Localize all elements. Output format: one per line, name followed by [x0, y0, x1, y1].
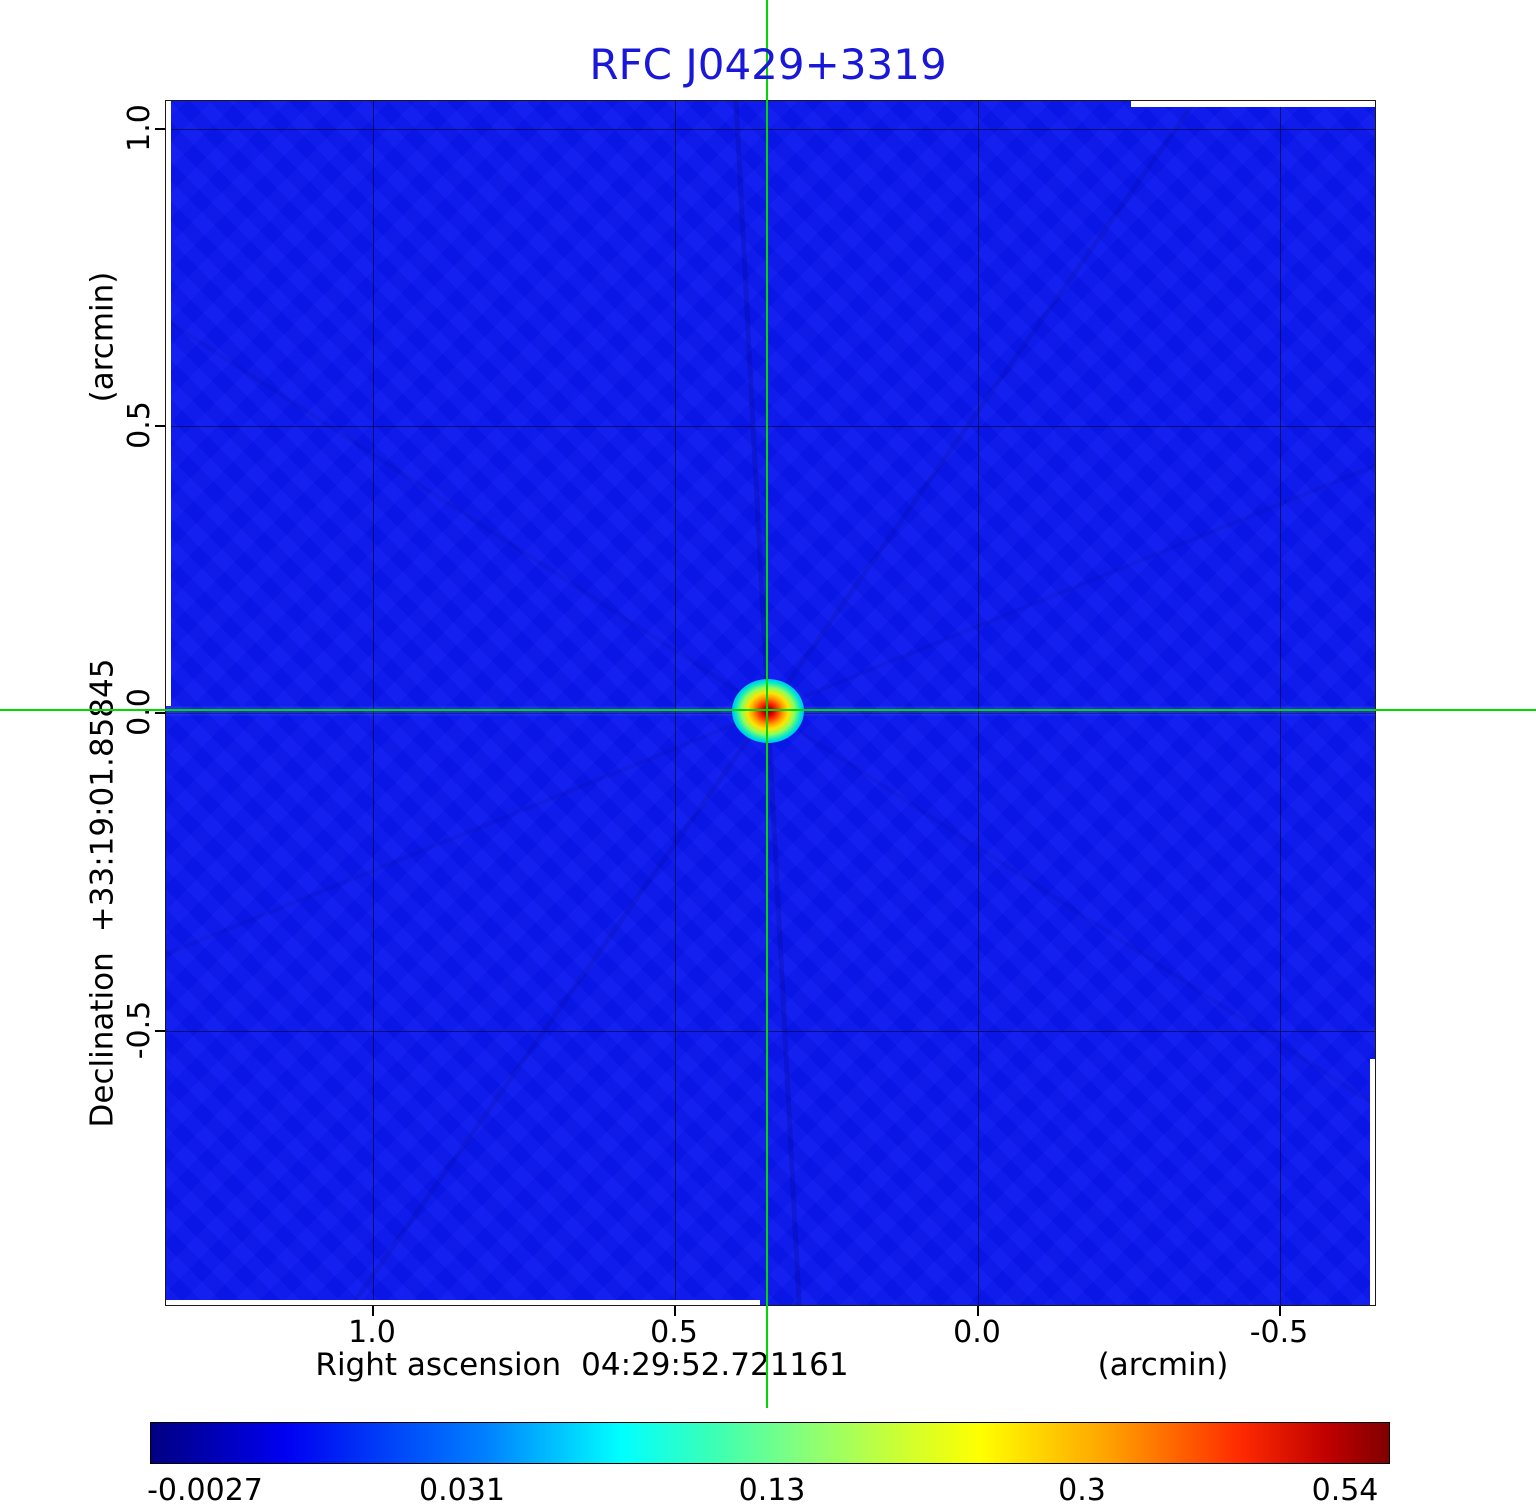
y-tick-mark — [155, 712, 165, 714]
grid-line-horizontal — [166, 129, 1375, 130]
colorbar-tick-label: 0.3 — [1058, 1473, 1106, 1508]
edge-artifact — [1370, 1059, 1375, 1305]
edge-artifact — [166, 101, 171, 706]
y-axis-unit: (arcmin) — [84, 271, 121, 403]
radio-source — [732, 679, 804, 743]
y-tick-mark — [155, 425, 165, 427]
x-tick-label: -0.5 — [1249, 1315, 1309, 1350]
colorbar-tick-label: 0.13 — [738, 1473, 806, 1508]
x-tick-mark — [1279, 1306, 1281, 1316]
grid-line-vertical — [1280, 101, 1281, 1305]
edge-artifact — [166, 1300, 760, 1305]
y-tick-label: 1.0 — [122, 104, 157, 152]
x-tick-mark — [977, 1306, 979, 1316]
grid-line-horizontal — [166, 426, 1375, 427]
y-tick-label: -0.5 — [122, 1000, 157, 1060]
sky-image — [165, 100, 1376, 1306]
x-tick-label: 0.0 — [953, 1315, 1001, 1350]
x-tick-label: 0.5 — [650, 1315, 698, 1350]
x-axis-label: Right ascension 04:29:52.721161 — [315, 1350, 848, 1381]
crosshair-horizontal-line — [0, 709, 1536, 711]
x-tick-mark — [372, 1306, 374, 1316]
y-tick-mark — [155, 128, 165, 130]
colorbar — [150, 1422, 1390, 1464]
grid-line-vertical — [373, 101, 374, 1305]
grid-line-horizontal — [166, 1031, 1375, 1032]
plot-title: RFC J0429+3319 — [589, 40, 947, 89]
x-tick-mark — [674, 1306, 676, 1316]
edge-artifact — [1131, 101, 1375, 107]
x-axis-title: Right ascension — [315, 1347, 562, 1383]
y-tick-label: 0.5 — [122, 401, 157, 449]
grid-line-vertical — [675, 101, 676, 1305]
x-axis-unit: (arcmin) — [1097, 1347, 1229, 1383]
y-tick-mark — [155, 1030, 165, 1032]
x-axis-coordinate: 04:29:52.721161 — [581, 1347, 849, 1383]
y-axis-title: Declination — [84, 952, 121, 1128]
y-axis-coordinate: +33:19:01.85845 — [84, 658, 121, 933]
x-tick-label: 1.0 — [348, 1315, 396, 1350]
colorbar-tick-label: 0.031 — [419, 1473, 505, 1508]
crosshair-vertical-line — [766, 0, 768, 1408]
y-axis-label: Declination +33:19:01.85845 — [84, 658, 121, 1128]
y-tick-label: 0.0 — [122, 688, 157, 736]
grid-line-vertical — [978, 101, 979, 1305]
colorbar-tick-label: 0.54 — [1311, 1473, 1379, 1508]
colorbar-tick-label: -0.0027 — [147, 1473, 263, 1508]
